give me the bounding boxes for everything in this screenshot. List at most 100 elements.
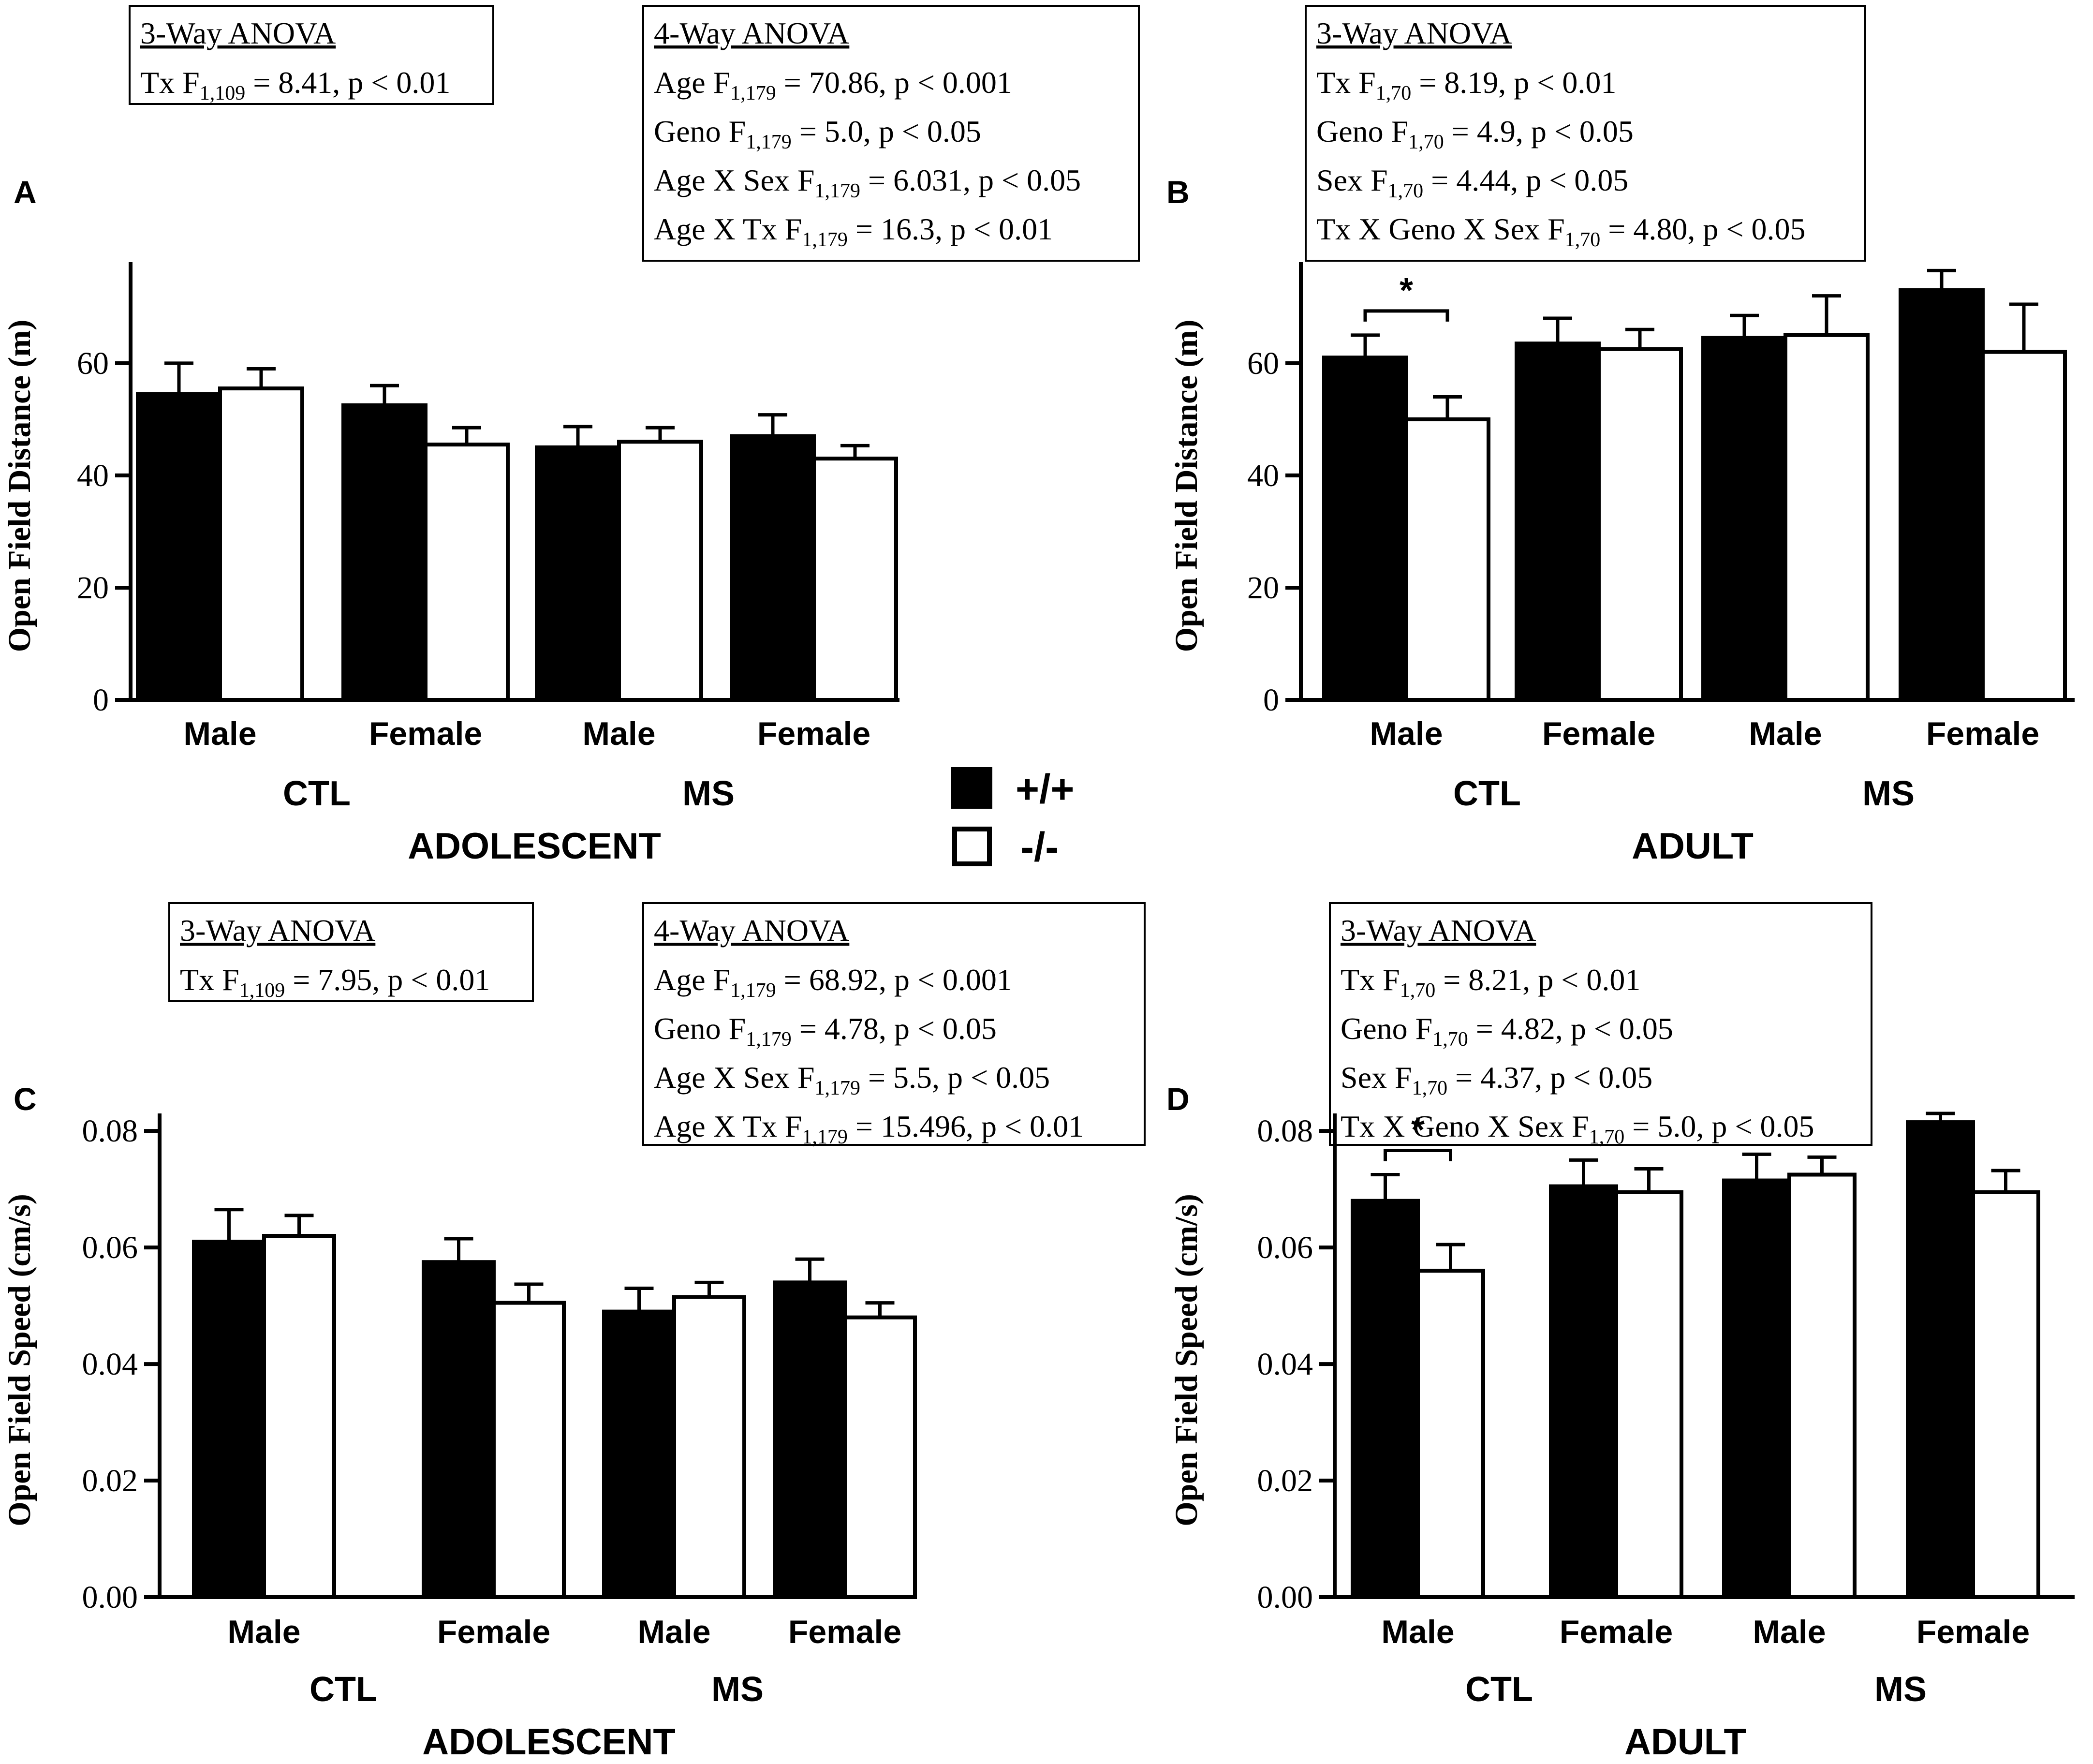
- stats-value: = 8.41, p < 0.01: [245, 65, 450, 100]
- stats-term: Tx F: [1316, 65, 1376, 100]
- group-label: MS: [711, 1670, 764, 1709]
- stats-box-frame: [129, 5, 494, 105]
- stats-value: = 6.031, p < 0.05: [860, 163, 1081, 197]
- bar-ko: [1416, 1269, 1485, 1600]
- bar-wt: [1549, 1184, 1618, 1599]
- stats-term: Geno F: [1341, 1011, 1432, 1046]
- stats-df: 1,179: [802, 1126, 848, 1148]
- bar-wt: [1351, 1199, 1420, 1599]
- x-tick-label: Male: [637, 1614, 710, 1650]
- panel-C: C 3-Way ANOVA Tx F1,109 = 7.95, p < 0.01 4-…: [2, 902, 1146, 1763]
- bar-wt: [422, 1260, 496, 1600]
- x-tick-label: Male: [1381, 1614, 1454, 1650]
- stats-term: Tx X Geno X Sex F: [1316, 212, 1565, 246]
- stats-df: 1,179: [814, 180, 860, 202]
- stats-value: = 4.37, p < 0.05: [1447, 1060, 1652, 1095]
- stats-line: Age X Sex F1,179 = 5.5, p < 0.05: [654, 1060, 1050, 1099]
- stats-box-frame: [642, 5, 1140, 262]
- x-tick-label: Male: [1753, 1614, 1826, 1650]
- stats-df: 1,70: [1388, 180, 1424, 202]
- stats-line: Sex F1,70 = 4.44, p < 0.05: [1316, 163, 1628, 202]
- y-tick-label: 0.06: [82, 1230, 138, 1265]
- stats-value: = 5.0, p < 0.05: [1624, 1109, 1814, 1143]
- x-tick-label: Female: [369, 715, 482, 752]
- bar-ko: [843, 1315, 917, 1599]
- x-axis-title: ADULT: [1632, 826, 1754, 867]
- stats-term: Tx F: [180, 963, 239, 997]
- y-tick-label: 0: [93, 682, 109, 718]
- stats-box-title: 3-Way ANOVA: [1341, 913, 1536, 948]
- bar-ko: [1787, 1172, 1857, 1600]
- stats-line: Geno F1,179 = 5.0, p < 0.05: [654, 114, 981, 153]
- bar-wt: [136, 392, 222, 702]
- x-tick-label: Female: [437, 1614, 550, 1650]
- stats-box-frame: [168, 902, 534, 1002]
- stats-box: 3-Way ANOVA Tx F1,109 = 8.41, p < 0.01: [129, 5, 494, 105]
- panel-label: B: [1166, 174, 1190, 210]
- y-tick-label: 40: [1247, 458, 1279, 493]
- x-tick-label: Female: [788, 1614, 901, 1650]
- panel-label: D: [1166, 1081, 1190, 1117]
- bar-wt: [1722, 1178, 1791, 1599]
- significance-star: *: [1400, 271, 1413, 310]
- y-tick-label: 0.08: [82, 1113, 138, 1149]
- bar-ko: [424, 443, 510, 702]
- x-tick-label: Male: [1749, 715, 1822, 752]
- y-tick-label: 20: [1247, 570, 1279, 606]
- y-tick-label: 0.00: [82, 1580, 138, 1615]
- stats-df: 1,179: [802, 229, 848, 251]
- stats-line: Tx X Geno X Sex F1,70 = 4.80, p < 0.05: [1316, 212, 1805, 251]
- stats-line: Age X Tx F1,179 = 16.3, p < 0.01: [654, 212, 1053, 251]
- stats-term: Sex F: [1341, 1060, 1412, 1095]
- y-tick-label: 0.04: [82, 1347, 138, 1382]
- bar-wt: [192, 1240, 266, 1600]
- stats-value: = 4.9, p < 0.05: [1444, 114, 1634, 148]
- y-tick-label: 0.00: [1257, 1580, 1313, 1615]
- stats-value: = 70.86, p < 0.001: [776, 65, 1012, 100]
- legend-swatch-wt: [951, 767, 992, 809]
- stats-value: = 16.3, p < 0.01: [848, 212, 1053, 246]
- stats-term: Geno F: [654, 1011, 746, 1046]
- stats-line: Age X Tx F1,179 = 15.496, p < 0.01: [654, 1109, 1084, 1148]
- stats-value: = 5.5, p < 0.05: [860, 1060, 1050, 1095]
- stats-line: Tx F1,70 = 8.19, p < 0.01: [1316, 65, 1616, 104]
- bar-ko: [672, 1295, 746, 1599]
- stats-line: Age F1,179 = 68.92, p < 0.001: [654, 963, 1012, 1002]
- group-label: CTL: [1465, 1670, 1533, 1709]
- stats-term: Age X Tx F: [654, 1109, 802, 1143]
- stats-line: Sex F1,70 = 4.37, p < 0.05: [1341, 1060, 1652, 1099]
- stats-df: 1,70: [1432, 1028, 1468, 1051]
- y-tick-label: 0: [1263, 682, 1279, 718]
- stats-df: 1,70: [1412, 1077, 1448, 1099]
- group-label: CTL: [283, 774, 351, 813]
- stats-df: 1,70: [1408, 131, 1444, 153]
- stats-df: 1,109: [200, 82, 246, 104]
- stats-line: Tx F1,109 = 7.95, p < 0.01: [180, 963, 490, 1002]
- stats-df: 1,179: [746, 131, 792, 153]
- x-tick-label: Male: [582, 715, 655, 752]
- stats-term: Sex F: [1316, 163, 1388, 197]
- stats-value: = 8.21, p < 0.01: [1435, 963, 1640, 997]
- stats-df: 1,179: [730, 82, 776, 104]
- bar-wt: [1701, 336, 1787, 702]
- stats-df: 1,70: [1400, 979, 1436, 1002]
- y-axis-title: Open Field Speed (cm/s): [2, 1194, 37, 1527]
- stats-line: Tx X Geno X Sex F1,70 = 5.0, p < 0.05: [1341, 1109, 1814, 1148]
- stats-value: = 4.82, p < 0.05: [1468, 1011, 1673, 1046]
- x-tick-label: Female: [1542, 715, 1655, 752]
- stats-term: Age F: [654, 963, 730, 997]
- stats-line: Tx F1,109 = 8.41, p < 0.01: [140, 65, 450, 104]
- bar-ko: [1404, 417, 1490, 702]
- x-tick-label: Male: [183, 715, 256, 752]
- stats-df: 1,179: [730, 979, 776, 1002]
- panel-label: A: [14, 174, 37, 210]
- stats-box-title: 3-Way ANOVA: [140, 16, 336, 50]
- stats-term: Geno F: [1316, 114, 1408, 148]
- bar-wt: [1906, 1120, 1975, 1599]
- y-axis-title: Open Field Distance (m): [1169, 320, 1204, 652]
- stats-value: = 68.92, p < 0.001: [776, 963, 1012, 997]
- stats-line: Age X Sex F1,179 = 6.031, p < 0.05: [654, 163, 1081, 202]
